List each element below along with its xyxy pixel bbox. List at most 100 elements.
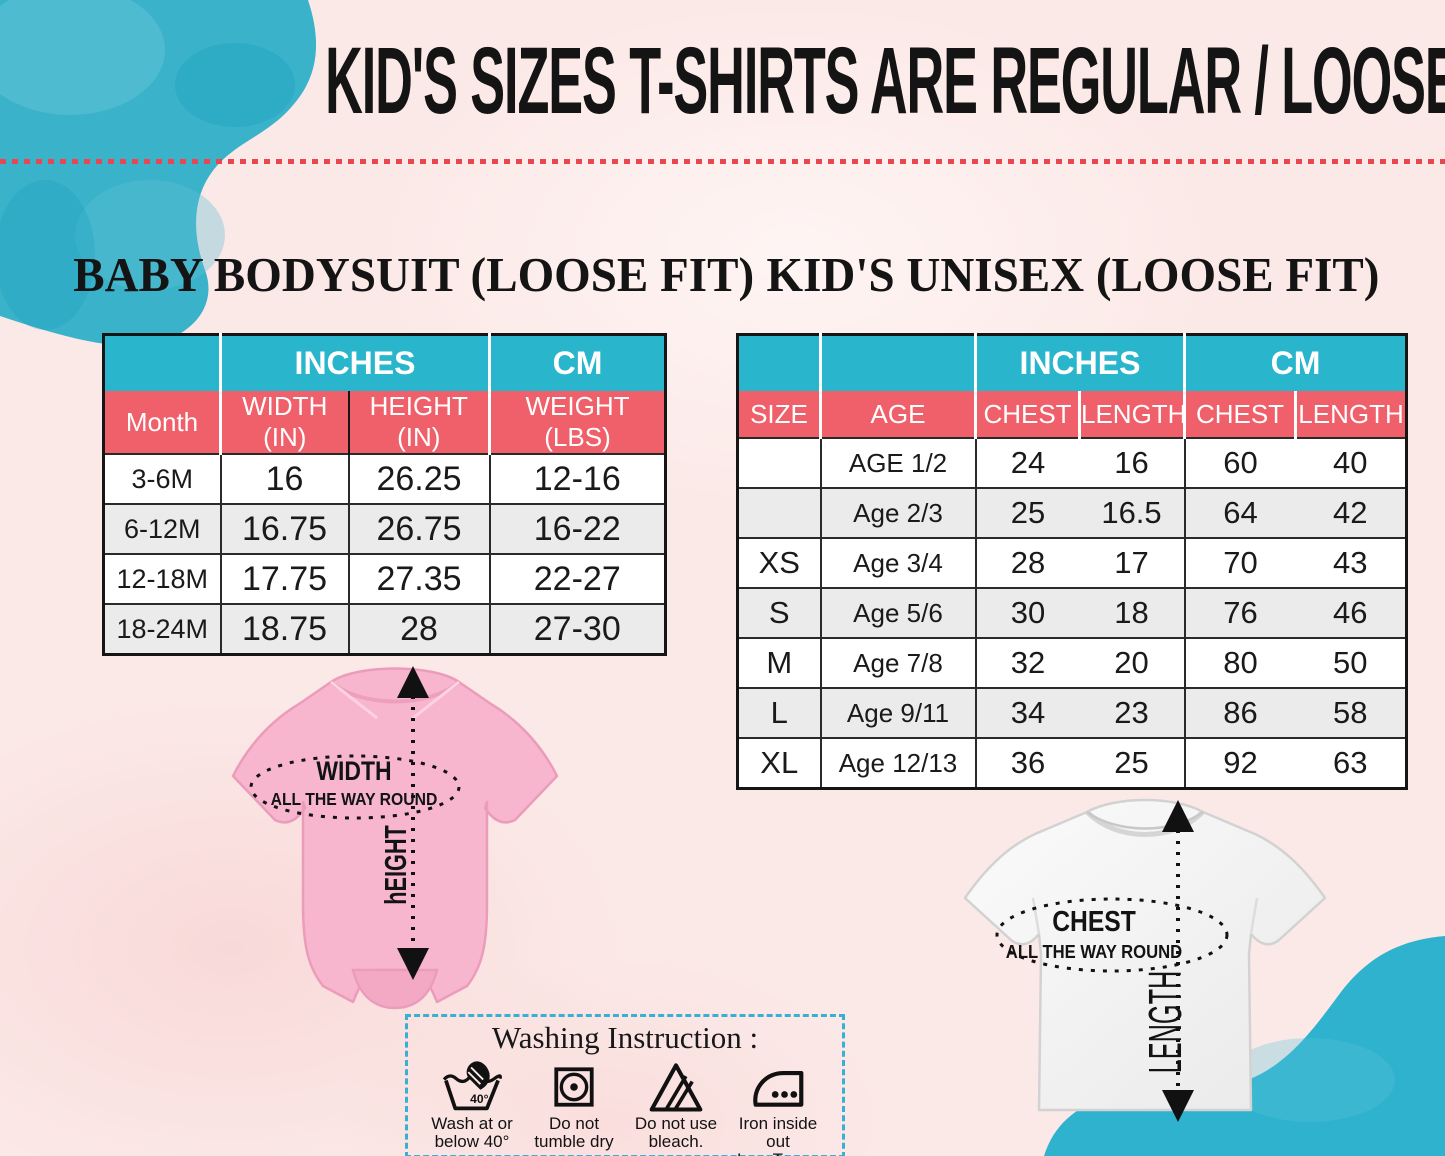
kid-section-heading: KID'S UNISEX (LOOSE FIT): [766, 247, 1380, 302]
height-cell: 27.35: [347, 553, 491, 605]
size-cell: XL: [736, 737, 822, 790]
column-header-height: HEIGHT (IN): [347, 391, 490, 454]
length-in-cell: 16.5: [1079, 487, 1186, 539]
length-cm-cell: 40: [1295, 437, 1408, 489]
chest-cm-cell: 92: [1183, 737, 1296, 790]
wash-temp-text: 40°: [470, 1092, 488, 1106]
chest-in-cell: 25: [974, 487, 1080, 539]
length-in-cell: 18: [1079, 587, 1186, 639]
length-cm-cell: 42: [1295, 487, 1408, 539]
height-arrow-down-icon: [397, 948, 429, 980]
baby-size-table: INCHES CM Month WIDTH (IN) HEIGHT (IN) W…: [102, 333, 667, 656]
empty-header-cell: [737, 334, 821, 391]
bodysuit-neckline: [329, 680, 461, 704]
weight-cell: 12-16: [488, 453, 667, 505]
month-cell: 18-24M: [102, 603, 222, 656]
dotted-divider: [0, 159, 1445, 164]
length-label: LENGTH: [1139, 970, 1191, 1074]
month-cell: 3-6M: [102, 453, 222, 505]
chest-in-cell: 24: [974, 437, 1080, 489]
size-cell: [736, 487, 822, 539]
washing-item-label: Do not use bleach.: [634, 1114, 718, 1151]
column-header-month: Month: [103, 391, 221, 454]
empty-header-cell: [819, 334, 976, 391]
bodysuit-snap-flap: [351, 968, 439, 1010]
weight-cell: 27-30: [488, 603, 667, 656]
age-cell: Age 5/6: [819, 587, 977, 639]
chest-cm-cell: 80: [1183, 637, 1296, 689]
chest-cm-cell: 70: [1183, 537, 1296, 589]
column-header-length-cm: LENGTH: [1293, 391, 1407, 438]
age-cell: Age 2/3: [819, 487, 977, 539]
washing-item-label: Do not tumble dry: [534, 1114, 614, 1151]
chest-in-cell: 36: [974, 737, 1080, 790]
age-cell: Age 9/11: [819, 687, 977, 739]
month-cell: 6-12M: [102, 503, 222, 555]
length-in-cell: 23: [1079, 687, 1186, 739]
baby-section-heading: BABY BODYSUIT (LOOSE FIT): [73, 247, 755, 302]
length-in-cell: 25: [1079, 737, 1186, 790]
washing-item-label: Wash at or below 40°: [431, 1114, 513, 1151]
length-in-cell: 16: [1079, 437, 1186, 489]
table-row: M Age 7/8 32 20 80 50: [736, 637, 1408, 689]
width-label: WIDTH: [316, 756, 392, 786]
width-sublabel: ALL THE WAY ROUND: [270, 789, 438, 809]
size-cell: [736, 437, 822, 489]
tshirt-collar: [1085, 810, 1205, 837]
inches-group-header: INCHES: [219, 334, 490, 391]
width-cell: 17.75: [219, 553, 350, 605]
table-row: Age 2/3 25 16.5 64 42: [736, 487, 1408, 539]
column-header-length-in: LENGTH: [1078, 391, 1185, 438]
chest-label: CHEST: [1052, 906, 1136, 938]
column-header-age: AGE: [819, 391, 976, 438]
age-cell: Age 3/4: [819, 537, 977, 589]
age-cell: Age 7/8: [819, 637, 977, 689]
month-cell: 12-18M: [102, 553, 222, 605]
column-header-weight: WEIGHT (LBS): [488, 391, 666, 454]
height-cell: 26.75: [347, 503, 491, 555]
chest-cm-cell: 76: [1183, 587, 1296, 639]
chest-cm-cell: 64: [1183, 487, 1296, 539]
washing-item-handwash: 40° Wash at or below 40°: [422, 1060, 522, 1156]
age-cell: Age 12/13: [819, 737, 977, 790]
table-row: XS Age 3/4 28 17 70 43: [736, 537, 1408, 589]
weight-cell: 22-27: [488, 553, 667, 605]
washing-title: Washing Instruction :: [491, 1020, 759, 1055]
washing-item-bleach: Do not use bleach.: [626, 1060, 726, 1156]
length-cm-cell: 58: [1295, 687, 1408, 739]
column-header-chest-in: CHEST: [974, 391, 1080, 438]
empty-header-cell: [103, 334, 221, 391]
length-in-cell: 17: [1079, 537, 1186, 589]
length-cm-cell: 63: [1295, 737, 1408, 790]
chest-in-cell: 28: [974, 537, 1080, 589]
height-cell: 28: [347, 603, 491, 656]
weight-cell: 16-22: [488, 503, 667, 555]
washing-icons-row: 40° Wash at or below 40° Do not tumble d…: [408, 1056, 842, 1156]
baby-table-column-header-row: Month WIDTH (IN) HEIGHT (IN) WEIGHT (LBS…: [103, 391, 666, 454]
age-cell: AGE 1/2: [819, 437, 977, 489]
table-row: L Age 9/11 34 23 86 58: [736, 687, 1408, 739]
do-not-bleach-icon: [649, 1063, 703, 1112]
kid-table-column-header-row: SIZE AGE CHEST LENGTH CHEST LENGTH: [737, 391, 1407, 438]
size-cell: L: [736, 687, 822, 739]
height-arrow-up-icon: [397, 666, 429, 698]
height-label: hEIGHT: [378, 825, 413, 905]
table-row: XL Age 12/13 36 25 92 63: [736, 737, 1408, 790]
size-cell: M: [736, 637, 822, 689]
length-arrow-down-icon: [1162, 1090, 1194, 1122]
bodysuit-envelope-folds: [330, 680, 460, 720]
chest-in-cell: 34: [974, 687, 1080, 739]
size-cell: XS: [736, 537, 822, 589]
table-row: 6-12M 16.75 26.75 16-22: [102, 503, 667, 555]
column-header-chest-cm: CHEST: [1183, 391, 1296, 438]
table-row: 18-24M 18.75 28 27-30: [102, 603, 667, 656]
washing-item-iron: Iron inside out Low Temp.: [728, 1060, 828, 1156]
washing-item-tumble-dry: Do not tumble dry: [524, 1060, 624, 1156]
table-row: 3-6M 16 26.25 12-16: [102, 453, 667, 505]
handwash-40-icon: 40°: [442, 1061, 502, 1111]
chest-cm-cell: 60: [1183, 437, 1296, 489]
washing-instructions-box: Washing Instruction : 40° Wash at or bel…: [405, 1014, 845, 1156]
chest-sublabel: ALL THE WAY ROUND: [1005, 941, 1183, 962]
do-not-tumble-dry-icon: [554, 1067, 594, 1107]
